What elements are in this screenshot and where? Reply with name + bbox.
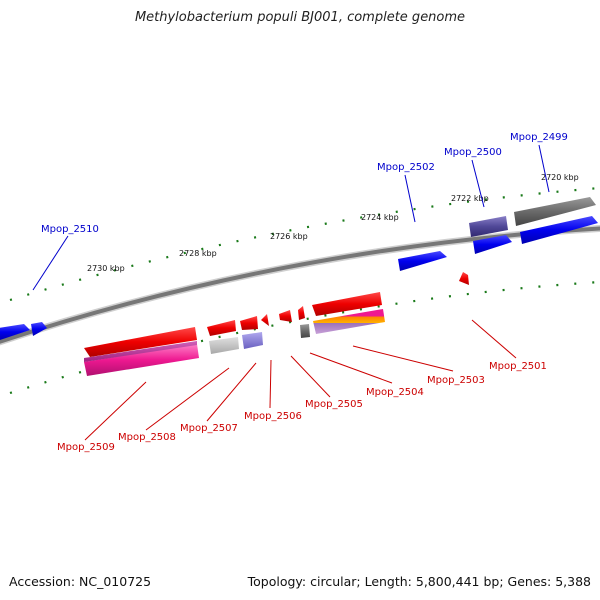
gene-block-mpop-2503[interactable] [312, 292, 382, 316]
gene-block-mpop-2506[interactable] [261, 314, 269, 326]
leader-mpop-2506 [269, 359, 272, 409]
gene-block-mpop-2504[interactable] [298, 306, 305, 320]
gene-block-mpop-2509-magenta[interactable] [84, 344, 199, 376]
gene-label-mpop-2500[interactable]: Mpop_2500 [444, 147, 502, 158]
gene-block-mpop-2510[interactable] [0, 324, 30, 340]
forward-scale-track [9, 186, 600, 302]
gene-label-mpop-2508[interactable]: Mpop_2508 [118, 432, 176, 443]
gene-label-mpop-2505[interactable]: Mpop_2505 [305, 399, 363, 410]
gene-block-mpop-2502[interactable] [398, 251, 447, 271]
gene-label-mpop-2510[interactable]: Mpop_2510 [41, 224, 99, 235]
gene-label-mpop-2503[interactable]: Mpop_2503 [427, 375, 485, 386]
scale-label-2726: 2726 kbp [270, 232, 308, 241]
gene-label-mpop-2502[interactable]: Mpop_2502 [377, 162, 435, 173]
gene-block-mpop-2499[interactable] [520, 216, 598, 244]
gene-block-mpop-2499-gray[interactable] [514, 197, 596, 226]
reverse-scale-track [9, 280, 600, 395]
leader-mpop-2507 [206, 362, 257, 422]
gene-block-mpop-2500[interactable] [473, 235, 512, 254]
gene-label-mpop-2504[interactable]: Mpop_2504 [366, 387, 424, 398]
gene-label-mpop-2507[interactable]: Mpop_2507 [180, 423, 238, 434]
scale-label-2720: 2720 kbp [541, 173, 579, 182]
genome-summary-text: Topology: circular; Length: 5,800,441 bp… [247, 574, 591, 589]
gene-block-mpop-2505[interactable] [279, 310, 292, 322]
gene-label-mpop-2499[interactable]: Mpop_2499 [510, 132, 568, 143]
gene-label-mpop-2506[interactable]: Mpop_2506 [244, 411, 302, 422]
leader-mpop-2499 [538, 144, 550, 193]
accession-text: Accession: NC_010725 [9, 574, 152, 589]
leader-mpop-2508 [145, 367, 230, 431]
leader-mpop-2504 [309, 352, 393, 384]
gene-block-mpop-2510b[interactable] [31, 322, 47, 336]
leader-mpop-2502 [404, 174, 416, 223]
gene-block-mpop-2509-mauve[interactable] [84, 341, 197, 362]
gene-block-mpop-2509[interactable] [84, 327, 197, 357]
gene-label-mpop-2501[interactable]: Mpop_2501 [489, 361, 547, 372]
gene-block-mpop-2503-stripe[interactable] [313, 309, 385, 334]
gene-block-mpop-2500-purple[interactable] [469, 216, 508, 237]
scale-label-2730: 2730 kbp [87, 264, 125, 273]
gene-block-mpop-2507-lavender[interactable] [242, 332, 263, 349]
leader-mpop-2509 [84, 381, 147, 441]
genome-backbone [0, 225, 600, 346]
gene-block-mpop-2505-gray[interactable] [300, 324, 310, 338]
leader-mpop-2500 [471, 159, 485, 208]
gene-block-mpop-2501[interactable] [459, 272, 469, 285]
genome-backbone-core [0, 226, 600, 344]
leader-mpop-2501 [471, 319, 517, 359]
gene-block-mpop-2507[interactable] [240, 316, 258, 330]
gene-block-mpop-2508[interactable] [207, 320, 236, 336]
leader-mpop-2505 [290, 355, 331, 398]
gene-label-mpop-2509[interactable]: Mpop_2509 [57, 442, 115, 453]
map-title: Methylobacterium populi BJ001, complete … [134, 10, 466, 25]
scale-label-2728: 2728 kbp [179, 249, 217, 258]
scale-label-2724: 2724 kbp [361, 213, 399, 222]
leader-mpop-2510 [32, 235, 69, 291]
gene-block-mpop-2508-gray[interactable] [209, 337, 239, 354]
leader-mpop-2503 [352, 345, 454, 372]
scale-label-2722: 2722 kbp [451, 194, 489, 203]
